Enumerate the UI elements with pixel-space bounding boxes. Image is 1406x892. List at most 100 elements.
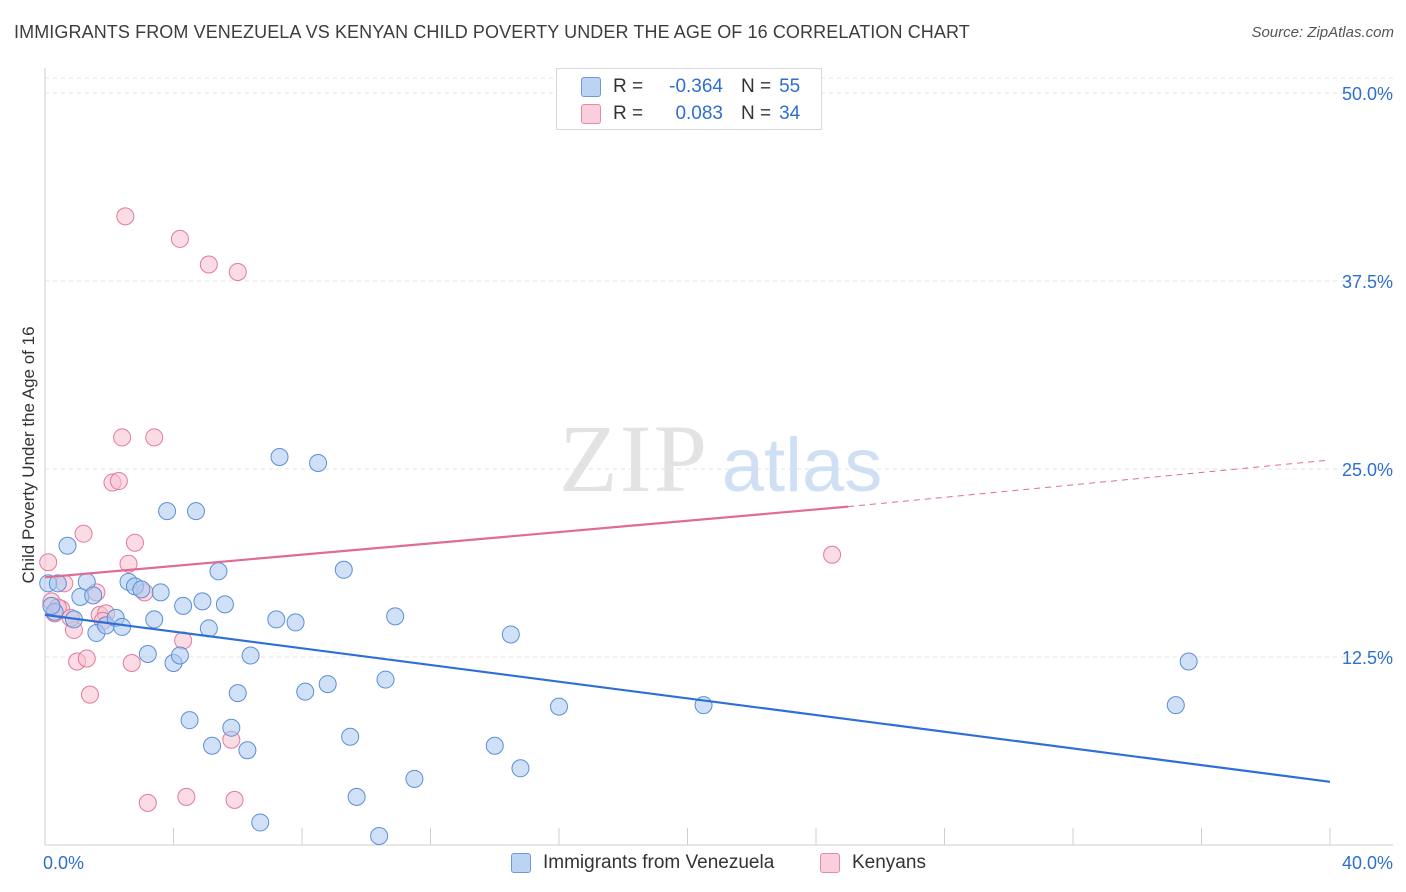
x-tick-label: 0.0% (43, 853, 84, 873)
kenyan-point (74, 524, 93, 543)
venezuela-point (485, 736, 504, 755)
legend-n-value: 34 (779, 103, 801, 124)
venezuela-point (318, 675, 337, 694)
venezuela-point (286, 613, 305, 632)
venezuela-point (193, 592, 212, 611)
venezuela-point (222, 718, 241, 737)
kenyan-point (39, 553, 58, 572)
kenyan-point (113, 428, 132, 447)
venezuela-point (180, 711, 199, 730)
venezuela-point (501, 625, 520, 644)
series-legend-label: Kenyans (852, 852, 926, 873)
y-axis-label: Child Poverty Under the Age of 16 (19, 326, 38, 583)
watermark: ZIP atlas (559, 405, 882, 512)
y-tick-labels: 12.5% 25.0% 37.5% 50.0% (1342, 84, 1393, 668)
venezuela-point (48, 574, 67, 593)
venezuela-points (39, 447, 1198, 845)
venezuela-point (186, 502, 205, 521)
venezuela-point (209, 562, 228, 581)
venezuela-point (58, 536, 77, 555)
venezuela-point (347, 787, 366, 806)
y-tick-label: 12.5% (1342, 648, 1393, 668)
venezuela-point (238, 741, 257, 760)
legend-swatch-kenyan (581, 104, 601, 124)
kenyan-point (170, 229, 189, 248)
venezuela-point (511, 759, 530, 778)
x-tick-labels: 0.0% 40.0% (43, 853, 1393, 873)
y-tick-label: 50.0% (1342, 84, 1393, 104)
kenyan-point (109, 472, 128, 491)
chart-title: IMMIGRANTS FROM VENEZUELA VS KENYAN CHIL… (14, 22, 970, 42)
venezuela-point (1166, 696, 1185, 715)
venezuela-point (203, 736, 222, 755)
source-credit: Source: ZipAtlas.com (1251, 24, 1394, 41)
series-legend: Immigrants from Venezuela Kenyans (0, 852, 1406, 878)
series-legend-label: Immigrants from Venezuela (543, 852, 775, 873)
kenyan-point (823, 545, 842, 564)
venezuela-point (138, 645, 157, 664)
kenyan-point (122, 654, 141, 673)
venezuela-point (145, 610, 164, 629)
venezuela-point (386, 607, 405, 626)
kenyan-point (177, 787, 196, 806)
series-legend-venezuela: Immigrants from Venezuela (511, 852, 774, 874)
venezuela-point (341, 727, 360, 746)
venezuela-point (158, 502, 177, 521)
y-tick-label: 37.5% (1342, 272, 1393, 292)
axes (44, 68, 1393, 846)
kenyan-point (145, 428, 164, 447)
legend-n-label: N = (741, 103, 772, 124)
kenyan-point (119, 554, 138, 573)
venezuela-point (376, 670, 395, 689)
venezuela-point (296, 682, 315, 701)
watermark-atlas: atlas (722, 423, 883, 508)
venezuela-trend-line (44, 613, 1331, 783)
kenyan-point (199, 255, 218, 274)
legend-n-value: 55 (779, 76, 801, 97)
venezuela-point (113, 617, 132, 636)
legend-swatch-venezuela (581, 77, 601, 97)
venezuela-point (550, 697, 568, 716)
kenyan-point (228, 263, 247, 282)
venezuela-point (241, 646, 260, 665)
venezuela-point (267, 610, 286, 629)
venezuela-point (1179, 652, 1198, 671)
kenyan-point (116, 207, 135, 226)
venezuela-point (42, 596, 61, 615)
legend-r-value: -0.364 (669, 76, 723, 97)
venezuela-point (270, 447, 289, 466)
kenyan-point (80, 685, 99, 704)
venezuela-point (151, 583, 170, 602)
legend-row-kenyan: R = 0.083 N = 34 (581, 102, 800, 126)
venezuela-point (405, 769, 424, 788)
venezuela-point (309, 454, 328, 473)
kenyan-point (138, 793, 157, 812)
y-tick-label: 25.0% (1342, 460, 1393, 480)
venezuela-point (215, 595, 234, 614)
legend-r-label: R = (613, 76, 644, 97)
kenyan-trend-line (44, 505, 849, 579)
trend-lines (44, 459, 1331, 783)
series-swatch-kenyan (820, 853, 840, 873)
legend-n-label: N = (741, 76, 772, 97)
venezuela-point (132, 580, 151, 599)
series-legend-kenyan: Kenyans (820, 852, 926, 874)
venezuela-point (251, 813, 270, 832)
venezuela-point (170, 646, 189, 665)
venezuela-point (174, 596, 193, 615)
x-tick-label: 40.0% (1342, 853, 1393, 873)
legend-r-value: 0.083 (675, 103, 723, 124)
kenyan-point (125, 533, 144, 552)
kenyan-point (225, 790, 244, 809)
venezuela-point (370, 826, 389, 845)
correlation-legend: R = -0.364 N = 55 R = 0.083 N = 34 (556, 68, 822, 130)
grid-lines (45, 77, 1393, 658)
watermark-zip: ZIP (559, 405, 709, 512)
venezuela-point (228, 684, 247, 703)
venezuela-point (84, 586, 103, 605)
kenyan-trend-line (848, 459, 1331, 508)
series-swatch-venezuela (511, 853, 531, 873)
venezuela-point (334, 560, 353, 579)
legend-r-label: R = (613, 103, 644, 124)
